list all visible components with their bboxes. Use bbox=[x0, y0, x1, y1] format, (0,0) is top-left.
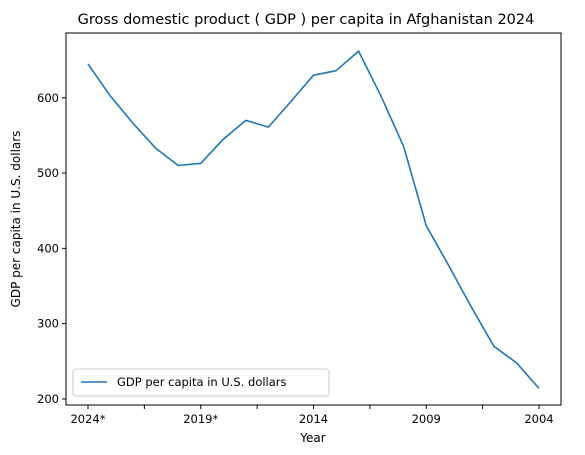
y-axis-label: GDP per capita in U.S. dollars bbox=[9, 131, 23, 308]
series-line bbox=[88, 51, 539, 388]
y-tick-label: 400 bbox=[37, 241, 59, 255]
y-tick-label: 300 bbox=[37, 317, 59, 331]
y-tick-label: 200 bbox=[37, 392, 59, 406]
legend: GDP per capita in U.S. dollars bbox=[73, 369, 329, 396]
y-tick-label: 500 bbox=[37, 166, 59, 180]
x-axis-label: Year bbox=[299, 431, 325, 445]
x-tick-label: 2004 bbox=[524, 412, 553, 426]
legend-label: GDP per capita in U.S. dollars bbox=[117, 375, 287, 389]
chart-title: Gross domestic product ( GDP ) per capit… bbox=[78, 12, 535, 28]
x-tick-label: 2009 bbox=[412, 412, 441, 426]
series-lines bbox=[88, 51, 539, 388]
y-tick-label: 600 bbox=[37, 91, 59, 105]
plot-frame bbox=[66, 33, 561, 405]
x-tick-label: 2014 bbox=[299, 412, 328, 426]
x-tick-label: 2019* bbox=[183, 412, 218, 426]
x-tick-label: 2024* bbox=[70, 412, 105, 426]
